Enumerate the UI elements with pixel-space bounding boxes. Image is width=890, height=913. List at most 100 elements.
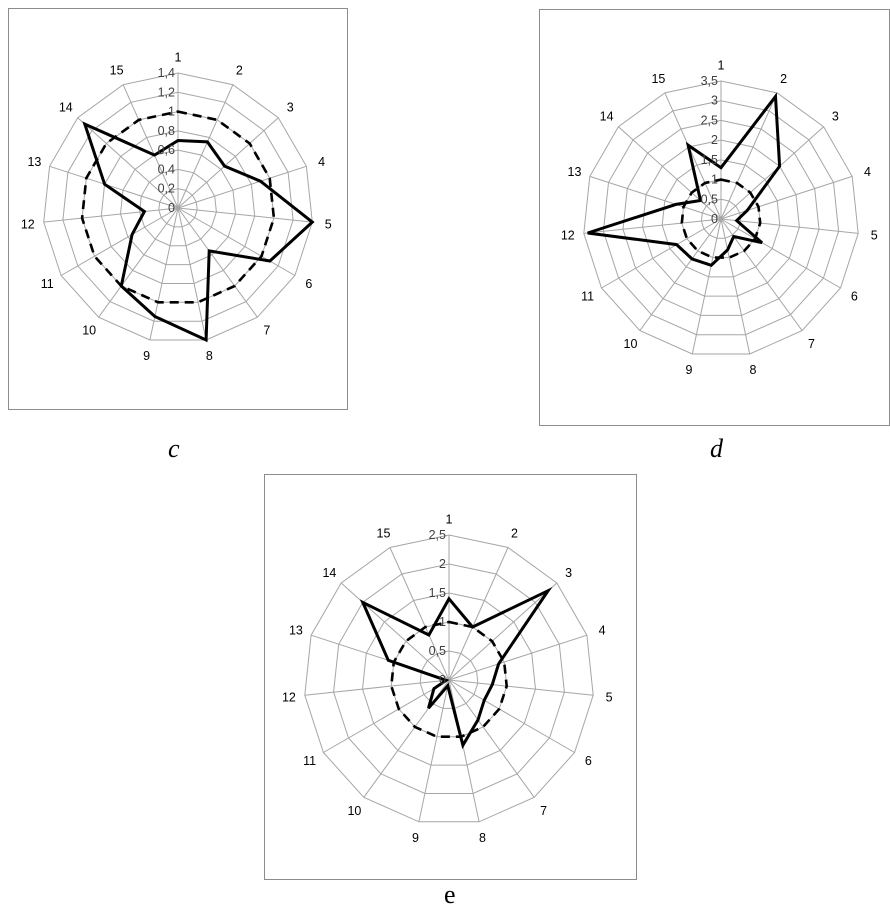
grid-spoke [448, 582, 558, 681]
grid-spoke [448, 679, 575, 753]
category-label: 5 [325, 217, 332, 231]
grid-ring [622, 119, 820, 316]
grid-ring [333, 563, 565, 794]
category-label: 10 [82, 324, 96, 338]
grid-spoke [448, 679, 594, 696]
radial-tick-label: 2,5 [701, 113, 718, 127]
category-label: 14 [59, 101, 73, 115]
grid-spoke [177, 207, 207, 341]
grid-spoke [691, 218, 722, 355]
grid-spoke [43, 207, 179, 223]
grid-spoke [122, 84, 179, 209]
grid-spoke [177, 207, 313, 223]
data-series-line [359, 586, 553, 750]
radial-tick-label: 2,5 [429, 528, 446, 542]
grid-ring [139, 168, 217, 247]
radial-tick-label: 1,5 [429, 586, 446, 600]
category-label: 2 [236, 64, 243, 78]
grid-spoke [720, 218, 859, 234]
category-label: 9 [686, 363, 693, 377]
radial-tick-label: 0 [439, 673, 446, 687]
grid-spoke [323, 679, 450, 753]
category-label: 11 [303, 754, 316, 768]
radial-tick-label: 0,2 [158, 182, 175, 196]
grid-spoke [340, 582, 450, 681]
radar-svg-c: 00,20,40,60,811,21,412345678910111213141… [21, 51, 332, 364]
radial-tick-label: 0,6 [158, 143, 175, 157]
grid-spoke [448, 547, 509, 681]
grid-spoke [589, 175, 722, 220]
category-label: 7 [263, 324, 270, 338]
category-label: 8 [750, 363, 757, 377]
grid-spoke [601, 218, 722, 289]
radial-tick-label: 1 [711, 173, 718, 187]
radial-tick-label: 2 [711, 133, 718, 147]
category-label: 1 [175, 51, 182, 65]
reference-series-line [680, 178, 762, 259]
grid-spoke [60, 207, 179, 276]
radial-tick-label: 1 [168, 105, 175, 119]
grid-spoke [177, 165, 307, 209]
radial-tick-label: 0,5 [429, 644, 446, 658]
category-label: 13 [289, 624, 303, 638]
category-label: 8 [479, 831, 486, 845]
category-label: 13 [27, 155, 41, 169]
grid-ring [158, 188, 198, 228]
grid-ring [43, 72, 313, 341]
category-label: 5 [606, 690, 613, 704]
grid-ring [304, 534, 594, 823]
category-label: 6 [585, 754, 592, 768]
radial-tick-label: 1,2 [158, 85, 175, 99]
category-label: 12 [282, 690, 296, 704]
radial-tick-label: 3,5 [701, 74, 718, 88]
grid-spoke [448, 679, 535, 798]
category-label: 8 [206, 349, 213, 363]
radial-tick-label: 1 [439, 615, 446, 629]
category-label: 12 [561, 229, 575, 243]
grid-spoke [664, 92, 722, 220]
category-label: 15 [651, 72, 665, 86]
panel-label-c: c [168, 434, 180, 463]
radar-grid [304, 534, 594, 823]
grid-spoke [448, 679, 480, 822]
grid-spoke [77, 117, 179, 209]
grid-ring [100, 130, 256, 284]
radial-tick-label: 0 [711, 212, 718, 226]
category-label: 4 [318, 155, 325, 169]
radial-tick-label: 1,4 [158, 66, 175, 80]
grid-ring [583, 80, 859, 355]
grid-spoke [720, 175, 853, 220]
radar-chart-e: 0 0,5 1 1,5 2 2,5 1 2 3 4 5 6 7 8 9 10 11 12 13 14 15 [264, 474, 637, 880]
radar-chart-d: 0 0,5 1 1,5 2 2,5 3 3,5 1 2 3 4 5 6 7 8 9 10 11 12 13 14 15 [539, 9, 890, 426]
grid-ring [62, 91, 294, 322]
grid-spoke [720, 218, 841, 289]
category-label: 6 [851, 290, 858, 304]
grid-spoke [639, 218, 722, 331]
reference-series-line [389, 620, 509, 739]
grid-spoke [98, 207, 179, 318]
panel-label-e: e [444, 880, 456, 909]
grid-spoke [177, 117, 279, 209]
radial-tick-label: 0,8 [158, 124, 175, 138]
grid-spoke [304, 679, 450, 696]
category-label: 1 [718, 59, 725, 73]
category-label: 11 [41, 277, 54, 291]
grid-spoke [720, 126, 824, 220]
category-label: 9 [143, 349, 150, 363]
grid-spoke [618, 126, 722, 220]
grid-ring [119, 149, 237, 266]
radar-grid [583, 80, 859, 355]
category-label: 1 [446, 513, 453, 527]
panel-label-d: d [710, 434, 723, 463]
category-label: 14 [322, 566, 336, 580]
category-label: 7 [808, 337, 815, 351]
grid-ring [361, 592, 537, 766]
category-label: 5 [871, 229, 878, 243]
category-label: 7 [540, 804, 547, 818]
data-series-line [82, 121, 315, 343]
category-label: 10 [347, 804, 361, 818]
grid-spoke [720, 218, 751, 355]
radial-tick-label: 0 [168, 201, 175, 215]
